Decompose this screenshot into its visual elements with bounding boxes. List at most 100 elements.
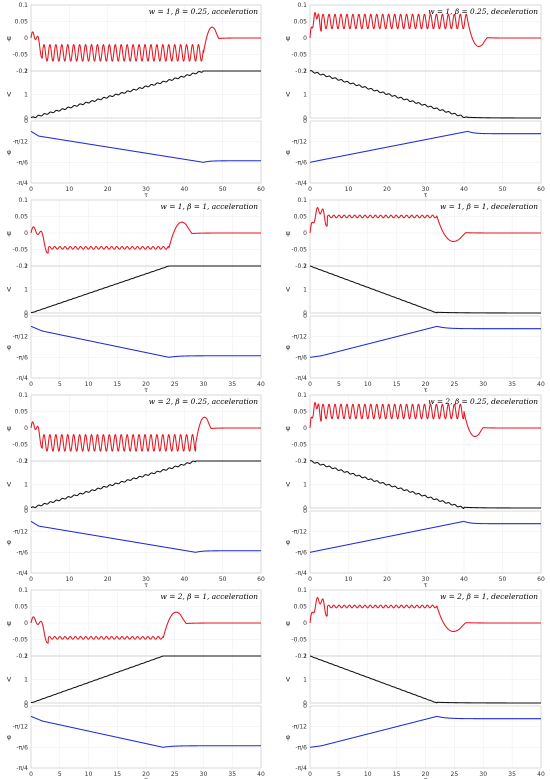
- x-tick-label: 60: [537, 576, 545, 583]
- v-tick-label: 0: [303, 700, 307, 707]
- phi-curve: [309, 520, 542, 553]
- x-tick-label: 20: [383, 186, 391, 193]
- x-tick-label: 10: [66, 186, 74, 193]
- x-tick-label: 0: [308, 771, 312, 778]
- v-frame: [30, 265, 262, 314]
- phi-axes: 0 -π/12 -π/6 -π/4 φ: [7, 313, 262, 382]
- phi-tick-label: -π/12: [13, 529, 29, 536]
- x-tick-label: 60: [257, 576, 265, 583]
- v-tick-label: 0: [303, 505, 307, 512]
- x-tick-label: 20: [422, 771, 430, 778]
- x-axis-label: τ: [144, 582, 148, 589]
- phi-tick-label: -π/12: [13, 334, 29, 341]
- v-tick-label: 0: [303, 310, 307, 317]
- phi-tick-label: -π/12: [292, 724, 308, 731]
- x-tick-label: 30: [200, 771, 208, 778]
- psi-tick-label: 0: [303, 230, 307, 237]
- phi-axes: 0 -π/12 -π/6 -π/4 φ: [7, 508, 262, 577]
- phi-tick-label: -π/12: [292, 529, 308, 536]
- x-tick-label: 10: [345, 576, 353, 583]
- v-curve: [309, 265, 542, 314]
- x-tick-label: 30: [479, 381, 487, 388]
- phi-frame: [30, 705, 262, 769]
- psi-curve: [30, 26, 262, 62]
- x-tick-label: 40: [537, 381, 545, 388]
- x-tick-label: 30: [200, 381, 208, 388]
- x-tick-label: 0: [29, 381, 33, 388]
- phi-axis-label: φ: [7, 148, 11, 156]
- v-tick-label: 0: [24, 310, 28, 317]
- x-axis-label: τ: [144, 777, 148, 779]
- psi-curve: [309, 596, 542, 632]
- phi-curve: [309, 130, 542, 163]
- v-tick-label: 2: [24, 263, 28, 270]
- psi-tick-label: 0.1: [297, 2, 307, 9]
- v-axis-label: V: [7, 286, 12, 294]
- phi-tick-label: 0: [303, 508, 307, 515]
- psi-tick-label: 0.05: [15, 214, 29, 221]
- x-tick-label: 15: [393, 771, 401, 778]
- phi-axis-label: φ: [7, 538, 11, 546]
- phi-tick-label: -π/12: [13, 724, 29, 731]
- x-tick-label: 30: [422, 576, 430, 583]
- psi-tick-label: 0.1: [297, 392, 307, 399]
- phi-tick-label: -π/12: [13, 139, 29, 146]
- psi-tick-label: 0.05: [294, 604, 308, 611]
- v-curve: [30, 460, 262, 509]
- x-tick-label: 40: [257, 771, 265, 778]
- phi-axis-label: φ: [7, 733, 11, 741]
- v-tick-label: 2: [24, 458, 28, 465]
- phi-tick-label: -π/6: [16, 354, 28, 361]
- psi-axis-label: ψ: [7, 229, 11, 237]
- x-axis-label: τ: [144, 387, 148, 394]
- x-tick-label: 60: [257, 186, 265, 193]
- v-tick-label: 1: [303, 677, 307, 684]
- phi-tick-label: -π/4: [16, 765, 28, 772]
- psi-axis-label: ψ: [286, 424, 290, 432]
- v-tick-label: 1: [303, 92, 307, 99]
- subplot-title: w = 1, β = 0.25, acceleration: [149, 7, 258, 16]
- x-tick-label: 40: [181, 186, 189, 193]
- psi-tick-label: 0.1: [18, 2, 28, 9]
- x-tick-label: 10: [364, 381, 372, 388]
- x-tick-label: 10: [66, 576, 74, 583]
- psi-curve: [30, 611, 262, 644]
- psi-tick-label: 0.1: [297, 587, 307, 594]
- subplot-title: w = 2, β = 1, deceleration: [440, 592, 538, 601]
- x-tick-label: 30: [422, 186, 430, 193]
- phi-tick-label: 0: [303, 313, 307, 320]
- x-axis-label: τ: [424, 582, 428, 589]
- phi-curve: [309, 715, 542, 748]
- phi-tick-label: 0: [303, 703, 307, 710]
- phi-curve: [30, 715, 262, 748]
- v-tick-label: 1: [24, 287, 28, 294]
- phi-tick-label: -π/12: [292, 139, 308, 146]
- x-tick-label: 0: [29, 576, 33, 583]
- v-frame: [30, 655, 262, 704]
- psi-tick-label: 0: [24, 230, 28, 237]
- psi-tick-label: -0.05: [291, 637, 307, 644]
- v-curve: [309, 70, 542, 119]
- phi-axes: 0 -π/12 -π/6 -π/4 φ: [286, 313, 542, 382]
- psi-tick-label: -0.05: [291, 442, 307, 449]
- psi-axis-label: ψ: [286, 619, 290, 627]
- phi-curve: [309, 325, 542, 358]
- x-tick-label: 25: [451, 771, 459, 778]
- psi-tick-label: 0.05: [15, 19, 29, 26]
- v-curve: [309, 460, 542, 510]
- psi-tick-label: -0.05: [12, 637, 28, 644]
- v-tick-label: 0: [24, 505, 28, 512]
- phi-tick-label: -π/6: [295, 159, 307, 166]
- v-axis-label: V: [7, 91, 12, 99]
- x-tick-label: 5: [58, 771, 62, 778]
- x-tick-label: 10: [364, 771, 372, 778]
- psi-tick-label: 0.05: [294, 214, 308, 221]
- psi-tick-label: 0.1: [18, 587, 28, 594]
- phi-tick-label: -π/12: [292, 334, 308, 341]
- psi-curve: [30, 416, 262, 452]
- x-tick-label: 20: [142, 771, 150, 778]
- phi-tick-label: -π/4: [295, 765, 307, 772]
- x-tick-label: 40: [257, 381, 265, 388]
- phi-frame: [309, 705, 542, 769]
